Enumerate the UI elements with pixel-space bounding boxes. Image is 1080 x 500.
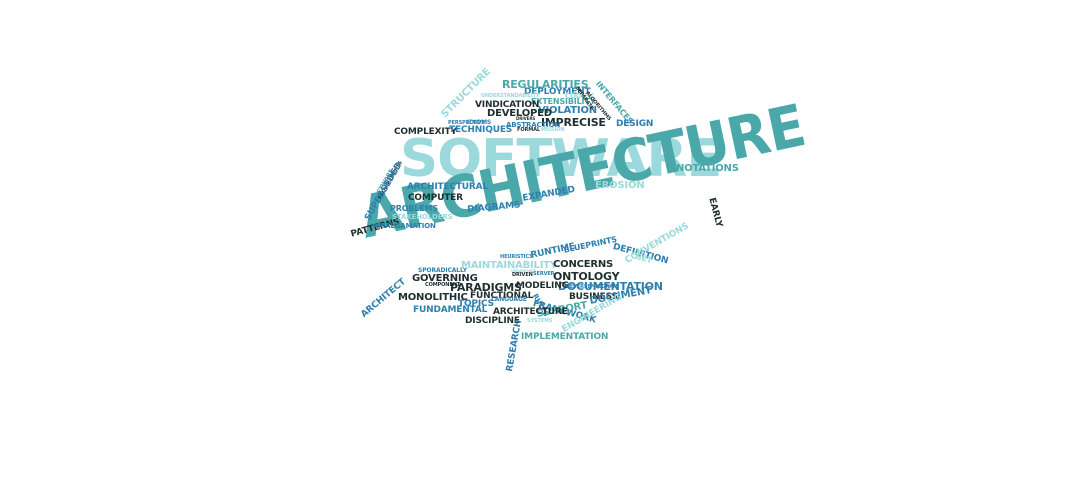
cloud-word-ontology: ONTOLOGY (553, 270, 620, 283)
cloud-word-stakeholders: STAKEHOLDERS (392, 213, 453, 221)
cloud-word-notations: NOTATIONS (676, 163, 739, 174)
cloud-word-monolithic: MONOLITHIC (398, 292, 468, 303)
cloud-word-governing: GOVERNING (412, 273, 478, 284)
cloud-word-abstraction: ABSTRACTION (506, 121, 561, 129)
cloud-word-functional: FUNCTIONAL (470, 291, 534, 301)
cloud-word-codify: CODIFY (565, 92, 594, 100)
cloud-word-component: COMPONENT (425, 282, 461, 288)
cloud-word-vindication: VINDICATION (475, 100, 540, 110)
cloud-word-mission: MISSION (541, 127, 565, 133)
cloud-word-drivers: DRIVERS (516, 116, 536, 121)
cloud-word-server: SERVER (533, 271, 555, 277)
cloud-word-business: BUSINESS (569, 292, 618, 302)
cloud-word-modeling: MODELING (516, 281, 569, 291)
cloud-word-extensibility: EXTENSIBILITY (531, 97, 596, 106)
cloud-word-imprecise: IMPRECISE (541, 116, 606, 129)
cloud-word-documentation: DOCUMENTATION (558, 280, 663, 293)
cloud-word-viewpoint: VIEWPOINT (511, 269, 536, 274)
cloud-word-understandability: UNDERSTANDABILITY (481, 93, 540, 99)
cloud-word-program: PROGRAM (590, 284, 618, 290)
cloud-word-heuristics: HEURISTICS (500, 254, 533, 260)
cloud-word-erosion: EROSION (595, 180, 645, 191)
cloud-word-software-large: SOFTWARE (400, 129, 723, 189)
cloud-word-developed: DEVELOPED (487, 108, 552, 119)
cloud-word-reverse: REVERSE (566, 284, 591, 290)
cloud-word-early: EARLY (706, 196, 724, 229)
cloud-word-implementation: IMPLEMENTATION (521, 332, 609, 342)
cloud-word-systems: SYSTEMS (527, 318, 553, 324)
cloud-word-research: RESEARCH (505, 319, 524, 373)
cloud-word-driven: DRIVEN (512, 272, 533, 278)
cloud-word-problems: PROBLEMS (390, 204, 438, 213)
cloud-word-regularities: REGULARITIES (502, 78, 589, 91)
cloud-word-computer: COMPUTER (408, 193, 463, 203)
cloud-word-complexity: COMPLEXITY (394, 127, 457, 137)
cloud-word-discipline: DISCIPLINE (465, 316, 520, 326)
cloud-word-paradigms: PARADIGMS (450, 281, 522, 294)
cloud-word-architectural: ARCHITECTURAL (407, 182, 489, 192)
cloud-word-topics: TOPICS (458, 299, 494, 309)
cloud-word-blueprints: BLUEPRINTS (562, 234, 618, 255)
cloud-word-deployment: DEPLOYMENT (524, 87, 591, 97)
cloud-word-sporadically: SPORADICALLY (418, 267, 467, 274)
cloud-word-amalgamation: AMALGAMATION (373, 222, 436, 230)
cloud-word-idioms: IDIOMS (467, 119, 492, 126)
cloud-word-fundamental: FUNDAMENTAL (413, 305, 488, 315)
cloud-word-perspective: PERSPECTIVE (448, 120, 485, 126)
cloud-word-formal: FORMAL (517, 127, 540, 133)
cloud-word-architecture: ARCHITECTURE (493, 307, 568, 317)
cloud-word-violation: VIOLATION (538, 105, 597, 116)
cloud-word-design: DESIGN (616, 119, 654, 129)
cloud-word-maintainability: MAINTAINABILITY (461, 260, 557, 271)
cloud-word-techniques: TECHNIQUES (449, 125, 513, 135)
cloud-word-language: LANGUAGE (491, 296, 527, 303)
cloud-word-concerns: CONCERNS (553, 259, 614, 270)
